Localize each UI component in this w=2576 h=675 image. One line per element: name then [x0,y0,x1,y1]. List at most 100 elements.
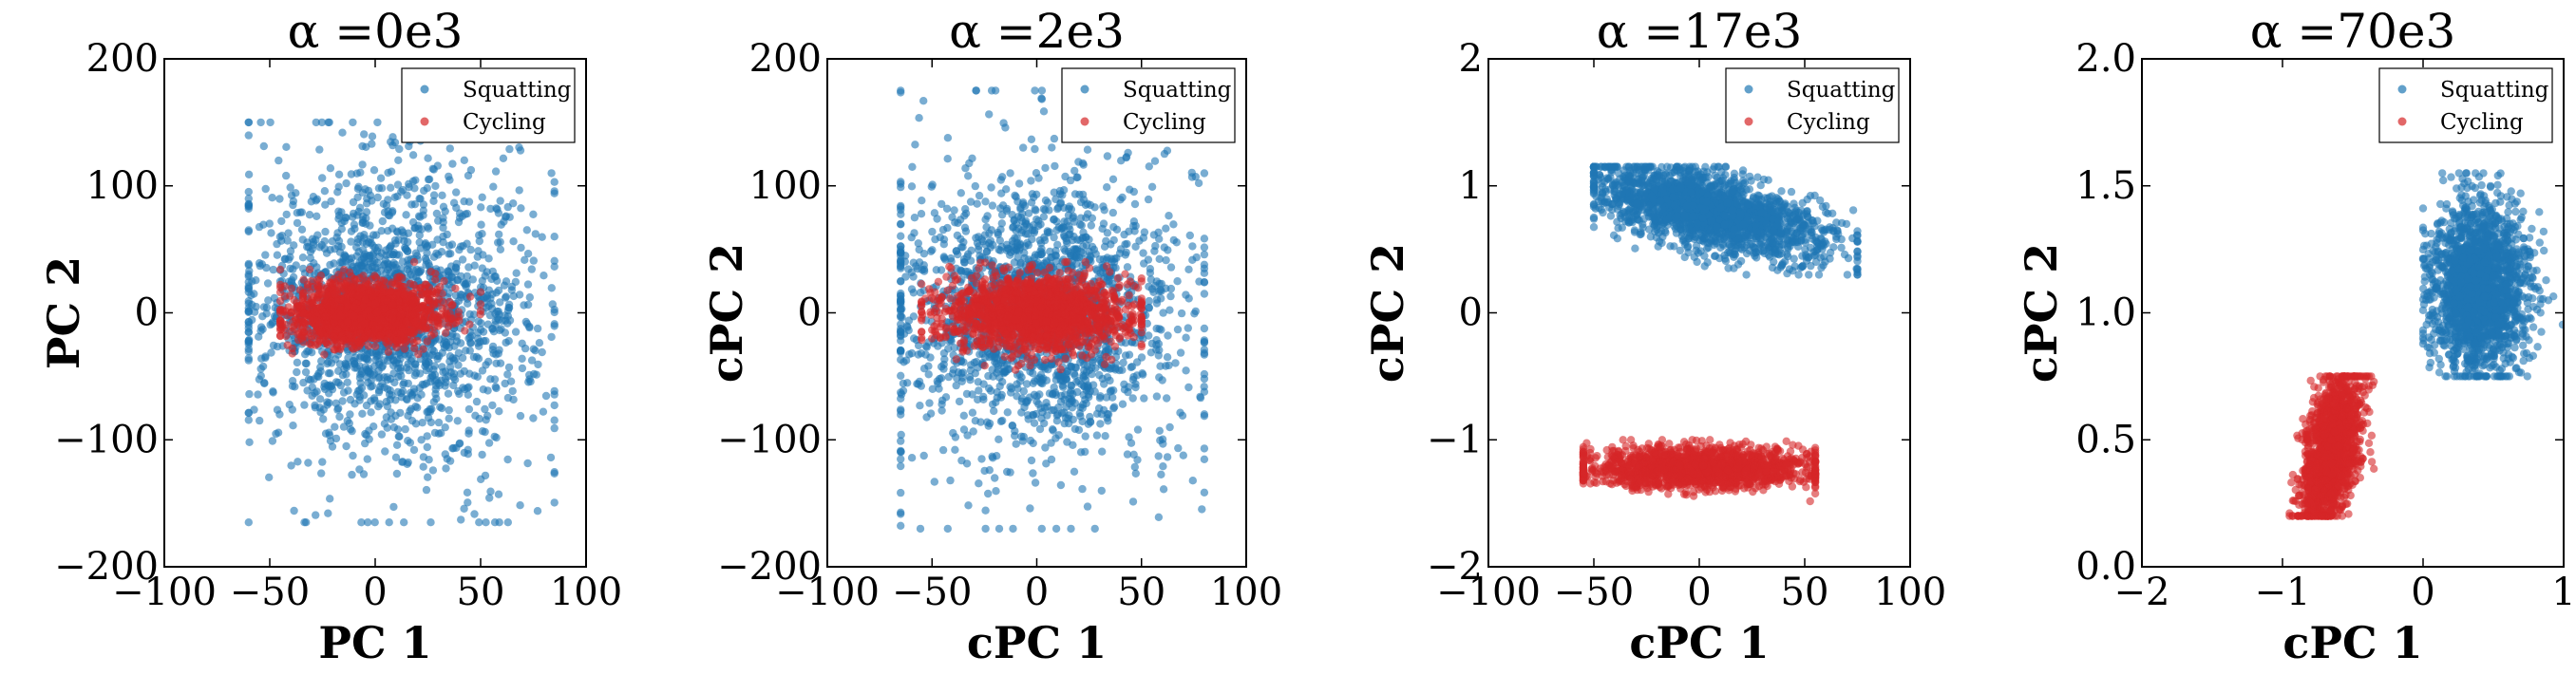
point-cycling [385,329,393,338]
point-squatting [481,471,490,480]
point-squatting [262,303,272,312]
point-squatting [394,432,403,441]
point-cycling [426,304,435,313]
point-squatting [244,226,253,234]
point-squatting [488,401,497,410]
point-squatting [913,265,922,273]
point-squatting [529,414,538,422]
point-squatting [403,265,412,273]
point-cycling [311,341,320,349]
point-squatting [392,469,402,478]
point-squatting [523,300,533,309]
point-squatting [952,381,960,390]
point-squatting [289,197,298,206]
point-squatting [377,430,387,439]
point-cycling [275,283,285,291]
point-squatting [533,324,542,333]
point-squatting [307,197,315,206]
point-squatting [903,379,912,387]
point-squatting [398,458,407,466]
point-squatting [244,337,253,346]
point-squatting [461,280,469,289]
point-squatting [422,256,431,265]
point-squatting [509,199,518,208]
point-squatting [244,518,253,527]
point-cycling [371,342,380,350]
point-squatting [496,298,504,307]
point-squatting [482,336,490,346]
point-squatting [988,400,997,409]
point-squatting [368,140,376,148]
point-squatting [245,267,254,275]
point-squatting [1051,161,1059,171]
point-squatting [441,423,449,432]
point-squatting [1184,324,1193,332]
point-squatting [1103,183,1111,192]
point-cycling [349,324,357,332]
point-squatting [245,389,254,399]
point-squatting [1166,284,1176,293]
point-cycling [442,304,450,312]
point-squatting [1149,231,1159,239]
point-squatting [503,518,512,527]
point-squatting [303,238,312,247]
point-squatting [478,366,487,375]
point-squatting [504,363,514,372]
point-squatting [1140,394,1148,403]
point-cycling [426,268,435,276]
point-squatting [326,495,334,503]
point-cycling [391,280,400,289]
point-squatting [325,389,333,398]
point-squatting [244,259,253,269]
point-cycling [313,304,321,312]
point-squatting [331,422,339,431]
point-squatting [388,391,396,400]
point-squatting [492,384,501,393]
point-squatting [252,302,260,311]
point-squatting [446,368,455,377]
point-squatting [1200,169,1209,178]
point-squatting [402,211,410,219]
point-squatting [1070,166,1079,176]
point-squatting [423,432,431,441]
point-squatting [244,277,253,287]
point-squatting [457,516,465,524]
point-squatting [375,386,384,395]
point-squatting [1019,432,1029,441]
point-squatting [897,232,905,240]
point-squatting [1098,447,1107,456]
y-tick-label: 0 [135,291,159,335]
point-squatting [362,239,371,248]
point-squatting [951,445,959,454]
point-squatting [439,202,448,211]
point-cycling [288,349,296,358]
point-squatting [1084,210,1092,218]
point-squatting [445,405,453,415]
point-squatting [438,363,446,371]
point-squatting [1123,263,1132,272]
point-squatting [244,187,253,197]
point-squatting [362,208,371,216]
point-squatting [328,442,337,451]
point-squatting [396,364,405,372]
point-squatting [919,97,928,105]
point-squatting [404,411,412,421]
point-cycling [433,299,442,308]
point-squatting [364,366,372,376]
point-squatting [325,428,333,437]
point-squatting [931,234,939,244]
point-squatting [411,176,420,184]
point-squatting [1041,196,1051,205]
legend-label-cycling: Cycling [463,110,546,135]
point-squatting [1191,307,1201,316]
point-squatting [409,272,418,281]
point-squatting [298,264,308,273]
point-squatting [1041,443,1050,452]
point-squatting [481,404,489,414]
point-squatting [388,224,397,233]
point-squatting [518,339,526,347]
point-cycling [392,291,402,300]
point-squatting [521,317,530,327]
point-squatting [1154,513,1164,521]
